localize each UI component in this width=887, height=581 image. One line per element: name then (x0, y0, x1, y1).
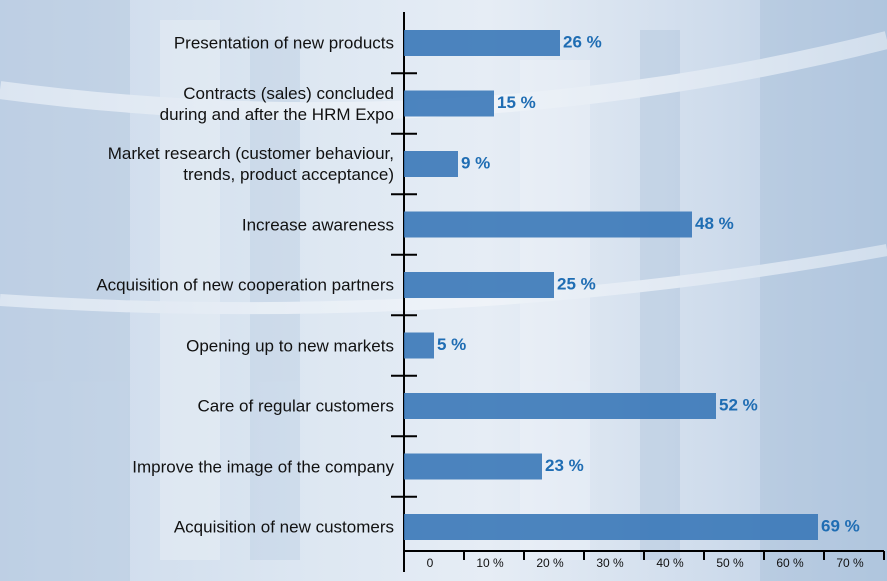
bar (404, 91, 494, 117)
category-label: Presentation of new products (0, 33, 394, 54)
value-label: 52 % (719, 395, 758, 414)
category-label: Care of regular customers (0, 396, 394, 417)
category-label: Acquisition of new cooperation partners (0, 275, 394, 296)
value-label: 23 % (545, 456, 584, 475)
value-label: 5 % (437, 335, 466, 354)
x-tick-label: 70 % (836, 556, 864, 570)
category-label: Market research (customer behaviour, tre… (0, 143, 394, 185)
bar (404, 333, 434, 359)
bar (404, 454, 542, 480)
x-tick-label: 50 % (716, 556, 744, 570)
x-tick-label: 40 % (656, 556, 684, 570)
bar (404, 151, 458, 177)
bar (404, 30, 560, 56)
value-label: 9 % (461, 153, 490, 172)
value-label: 25 % (557, 274, 596, 293)
category-label: Opening up to new markets (0, 335, 394, 356)
chart: 010 %20 %30 %40 %50 %60 %70 %80 %26 %15 … (0, 0, 887, 581)
category-label: Acquisition of new customers (0, 517, 394, 538)
value-label: 48 % (695, 214, 734, 233)
bar (404, 272, 554, 298)
category-label: Increase awareness (0, 214, 394, 235)
x-tick-label: 30 % (596, 556, 624, 570)
value-label: 26 % (563, 32, 602, 51)
value-label: 69 % (821, 516, 860, 535)
category-label: Contracts (sales) concluded during and a… (0, 83, 394, 125)
category-label: Improve the image of the company (0, 456, 394, 477)
bar (404, 393, 716, 419)
x-tick-label: 0 (427, 556, 434, 570)
x-tick-label: 20 % (536, 556, 564, 570)
value-label: 15 % (497, 93, 536, 112)
x-tick-label: 10 % (476, 556, 504, 570)
bar (404, 212, 692, 238)
bar (404, 514, 818, 540)
x-tick-label: 60 % (776, 556, 804, 570)
